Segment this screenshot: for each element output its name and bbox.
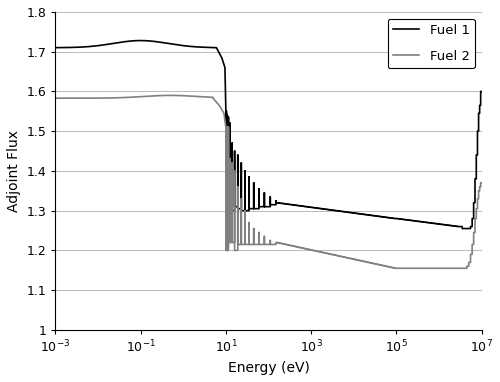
Fuel 1 (138, 38, 143, 43)
Fuel 1 (318, 206, 324, 211)
Fuel 2 (478, 181, 484, 185)
Fuel 2 (268, 242, 274, 247)
Fuel 2 (210, 97, 216, 101)
Fuel 2 (290, 244, 296, 248)
Fuel 1 (151, 39, 157, 44)
Fuel 2 (368, 261, 374, 265)
Fuel 1 (52, 45, 59, 50)
Fuel 1 (112, 41, 117, 45)
Fuel 1 (404, 217, 410, 222)
Fuel 2 (52, 96, 59, 100)
Legend: Fuel 1, Fuel 2: Fuel 1, Fuel 2 (388, 19, 475, 68)
Fuel 1 (459, 226, 465, 231)
Fuel 2 (98, 96, 103, 100)
Line: Fuel 1: Fuel 1 (56, 40, 482, 228)
Fuel 2 (246, 226, 252, 231)
Line: Fuel 2: Fuel 2 (56, 96, 482, 268)
Fuel 2 (392, 266, 398, 270)
X-axis label: Energy (eV): Energy (eV) (228, 361, 310, 375)
Fuel 2 (168, 93, 173, 98)
Fuel 1 (215, 49, 221, 53)
Y-axis label: Adjoint Flux: Adjoint Flux (7, 130, 21, 212)
Fuel 1 (232, 208, 237, 213)
Fuel 1 (478, 89, 484, 94)
